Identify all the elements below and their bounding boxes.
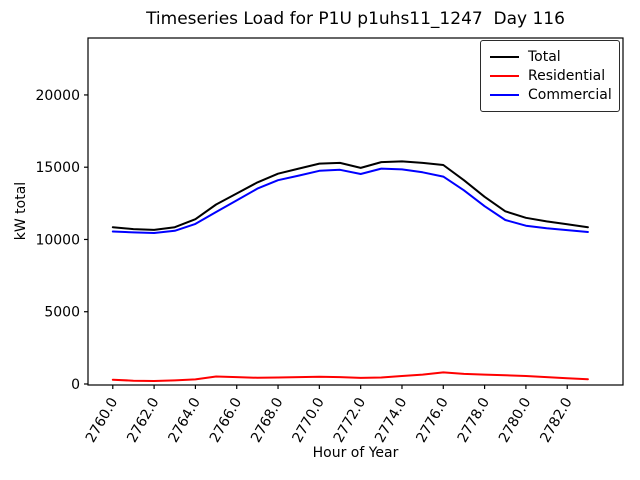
legend-label: Residential <box>528 68 606 84</box>
series-line-total <box>111 160 589 231</box>
x-axis-label: Hour of Year <box>312 445 399 461</box>
legend-line-sample-residential <box>490 75 519 77</box>
y-axis-label: kW total <box>13 181 29 241</box>
x-tick-label: 2762.0 <box>124 395 162 445</box>
legend-label: Total <box>528 49 561 65</box>
legend: Total Residential Commercial <box>480 40 620 112</box>
axes-spines <box>87 37 624 386</box>
x-tick-label: 2780.0 <box>496 395 534 445</box>
x-tick-label: 2770.0 <box>289 395 327 445</box>
series-line-commercial <box>111 167 589 234</box>
y-tick-label: 20000 <box>35 88 80 104</box>
x-tick-label: 2774.0 <box>372 395 410 445</box>
legend-line-sample-total <box>490 56 519 58</box>
x-tick-label: 2760.0 <box>83 395 121 445</box>
legend-line-sample-commercial <box>490 94 519 96</box>
x-tick-label: 2776.0 <box>413 395 451 445</box>
series-line-residential <box>111 371 589 382</box>
y-tick-label: 10000 <box>35 232 80 248</box>
x-tick-label: 2764.0 <box>166 395 204 445</box>
x-tick-label: 2766.0 <box>207 395 245 445</box>
x-tick-label: 2782.0 <box>537 395 575 445</box>
legend-entry-total: Total <box>490 48 610 66</box>
legend-entry-residential: Residential <box>490 67 610 85</box>
y-tick-label: 0 <box>71 377 80 393</box>
y-tick-label: 15000 <box>35 160 80 176</box>
x-tick-label: 2772.0 <box>331 395 369 445</box>
legend-entry-commercial: Commercial <box>490 86 612 104</box>
chart-title: Timeseries Load for P1U p1uhs11_1247 Day… <box>146 9 565 29</box>
y-tick-label: 5000 <box>44 305 80 321</box>
x-tick-label: 2768.0 <box>248 395 286 445</box>
x-tick-label: 2778.0 <box>455 395 493 445</box>
legend-label: Commercial <box>528 87 612 103</box>
